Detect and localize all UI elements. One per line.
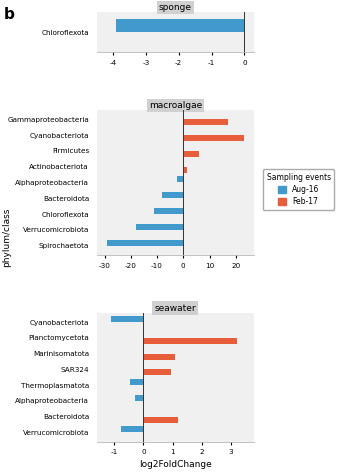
Bar xyxy=(135,395,143,401)
Title: macroalgae: macroalgae xyxy=(149,101,202,110)
Bar xyxy=(183,151,199,157)
Bar xyxy=(136,224,183,230)
Bar xyxy=(107,239,183,246)
Bar xyxy=(162,192,183,198)
X-axis label: log2FoldChange: log2FoldChange xyxy=(139,459,212,468)
Legend: Aug-16, Feb-17: Aug-16, Feb-17 xyxy=(263,170,334,210)
Bar xyxy=(130,379,143,385)
Bar xyxy=(143,338,237,344)
Text: b: b xyxy=(4,7,14,22)
Bar xyxy=(177,176,183,182)
Bar xyxy=(183,167,187,173)
Bar xyxy=(143,417,178,423)
Title: seawater: seawater xyxy=(155,304,196,313)
Bar xyxy=(154,208,183,214)
Bar xyxy=(116,19,244,32)
Bar xyxy=(143,370,171,375)
Title: sponge: sponge xyxy=(159,3,192,12)
Text: phylum/class: phylum/class xyxy=(2,208,11,267)
Bar xyxy=(183,135,244,141)
Bar xyxy=(143,353,175,360)
Bar xyxy=(121,427,143,432)
Bar xyxy=(183,119,228,125)
Bar xyxy=(111,316,143,322)
